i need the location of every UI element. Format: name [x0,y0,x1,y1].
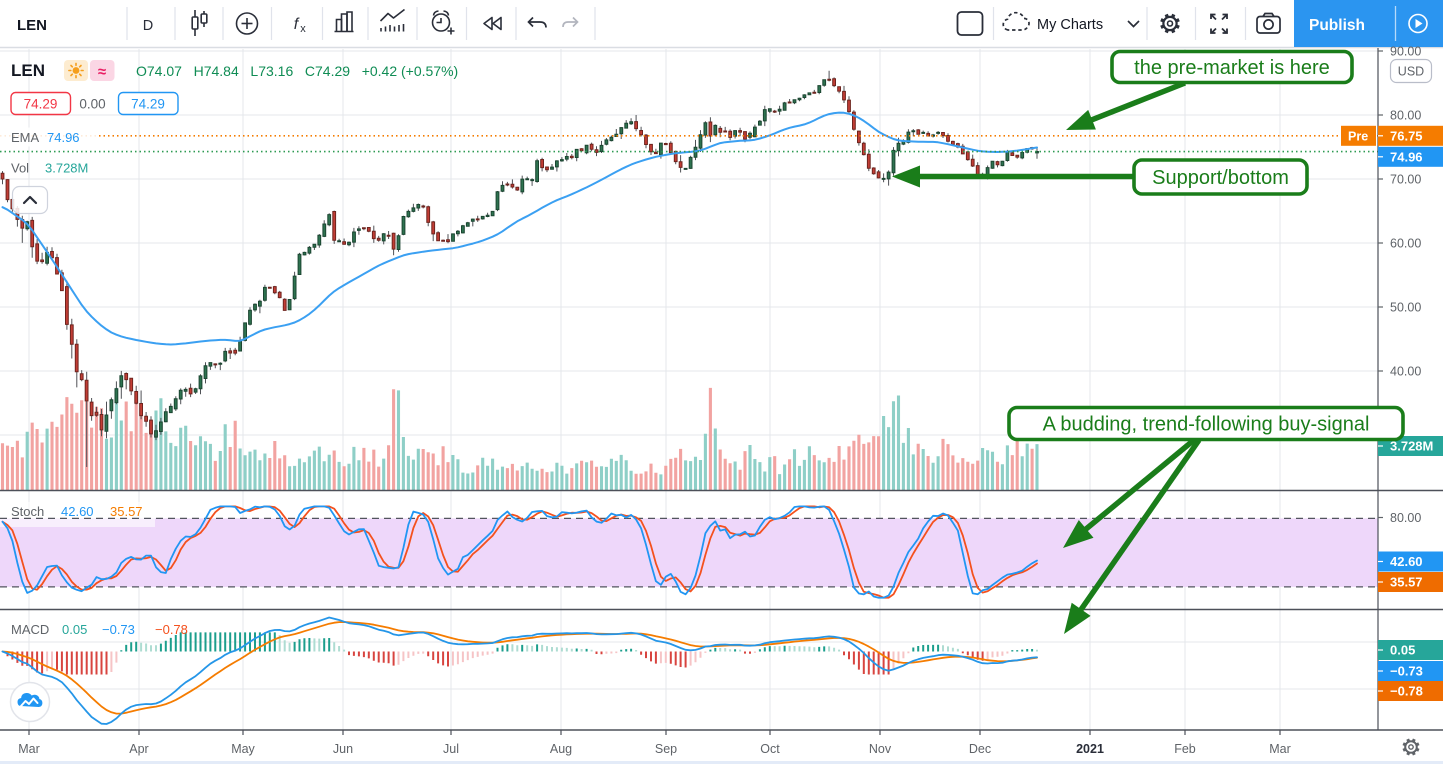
svg-text:0.05: 0.05 [1390,643,1415,658]
svg-text:Nov: Nov [869,742,892,756]
svg-text:Vol: Vol [11,161,29,176]
svg-text:Publish: Publish [1309,17,1365,34]
svg-text:O74.07 H74.84 L73.16 C74: O74.07 H74.84 L73.16 C74.29 +0.42 (+0.57… [136,63,458,79]
svg-text:Support/bottom: Support/bottom [1152,167,1289,189]
svg-text:≈: ≈ [98,64,106,81]
svg-text:My Charts: My Charts [1037,17,1103,33]
svg-text:May: May [231,742,255,756]
svg-text:Mar: Mar [1269,742,1291,756]
svg-text:0.05: 0.05 [62,622,87,637]
svg-text:−0.78: −0.78 [155,622,188,637]
svg-text:MACD: MACD [11,622,49,637]
svg-text:Apr: Apr [129,742,148,756]
svg-text:−0.73: −0.73 [1390,664,1423,679]
svg-text:35.57: 35.57 [1390,575,1423,590]
svg-text:80.00: 80.00 [1390,108,1421,122]
svg-text:LEN: LEN [17,17,47,34]
svg-text:LEN: LEN [11,61,45,80]
svg-text:−0.78: −0.78 [1390,684,1423,699]
svg-text:74.96: 74.96 [47,130,80,145]
svg-text:Dec: Dec [969,742,991,756]
svg-text:2021: 2021 [1076,742,1104,756]
svg-text:Jul: Jul [443,742,459,756]
svg-text:40.00: 40.00 [1390,364,1421,378]
svg-text:90.00: 90.00 [1390,44,1421,58]
svg-text:70.00: 70.00 [1390,172,1421,186]
svg-text:50.00: 50.00 [1390,300,1421,314]
svg-text:USD: USD [1398,65,1424,79]
svg-text:3.728M: 3.728M [45,161,88,176]
svg-text:EMA: EMA [11,130,40,145]
svg-text:35.57: 35.57 [110,504,143,519]
svg-text:Jun: Jun [333,742,353,756]
svg-text:Oct: Oct [760,742,780,756]
svg-text:74.29: 74.29 [24,97,58,112]
svg-text:3.728M: 3.728M [1390,439,1433,454]
svg-text:74.29: 74.29 [131,97,165,112]
svg-text:A budding, trend-following buy: A budding, trend-following buy-signal [1043,414,1370,436]
svg-text:−0.73: −0.73 [102,622,135,637]
svg-text:80.00: 80.00 [1390,511,1421,525]
svg-text:f: f [294,16,300,33]
svg-text:Sep: Sep [655,742,677,756]
svg-text:Feb: Feb [1174,742,1196,756]
svg-text:x: x [300,23,306,35]
svg-text:Stoch: Stoch [11,504,44,519]
svg-text:D: D [143,18,153,34]
svg-text:42.60: 42.60 [61,504,94,519]
svg-text:Mar: Mar [18,742,40,756]
svg-text:76.75: 76.75 [1390,128,1423,143]
svg-text:Aug: Aug [550,742,572,756]
svg-text:0.00: 0.00 [79,97,105,112]
svg-text:42.60: 42.60 [1390,554,1423,569]
svg-text:Pre: Pre [1348,129,1368,143]
svg-text:60.00: 60.00 [1390,236,1421,250]
svg-text:74.96: 74.96 [1390,149,1423,164]
svg-text:the pre-market is here: the pre-market is here [1134,57,1330,79]
